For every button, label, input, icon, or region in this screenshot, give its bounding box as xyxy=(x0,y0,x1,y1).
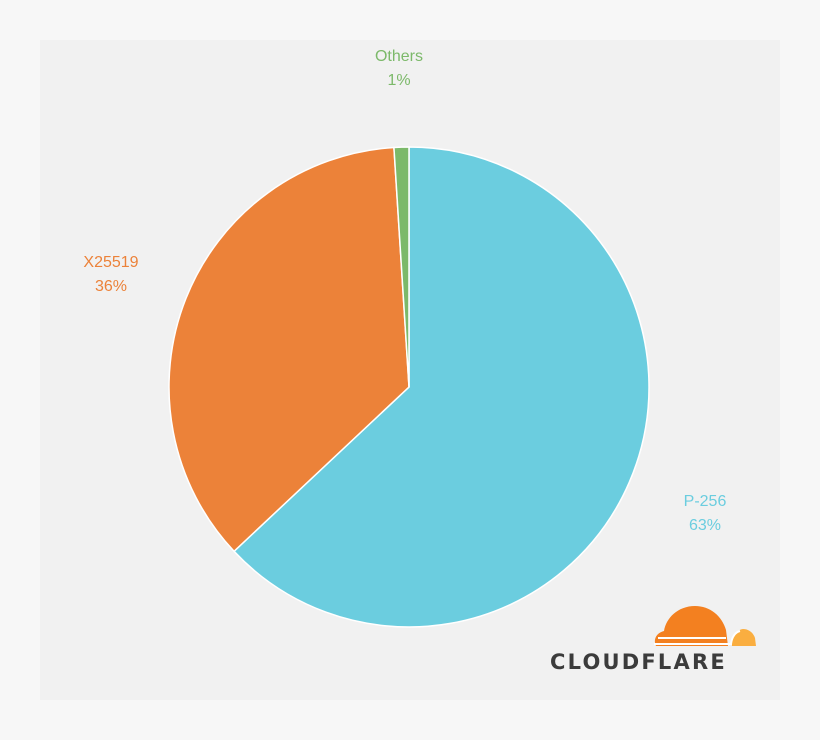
slice-p256 xyxy=(232,146,650,628)
slice-name-p256: P-256 xyxy=(683,493,727,510)
slice-percent-x25519: 36% xyxy=(94,278,128,295)
slice-name-others: Others xyxy=(374,48,423,65)
cloud-icon xyxy=(654,606,756,646)
slice-label-x25519: X25519 36% xyxy=(61,251,161,299)
pie-slices xyxy=(168,146,650,628)
logo-wordmark: CLOUDFLARE xyxy=(550,650,727,674)
cloudflare-logo: CLOUDFLARE xyxy=(550,600,765,680)
slice-name-x25519: X25519 xyxy=(83,254,139,271)
slice-x25519 xyxy=(168,146,410,553)
slice-percent-others: 1% xyxy=(387,72,411,89)
slice-label-others: Others 1% xyxy=(349,45,449,93)
slice-percent-p256: 63% xyxy=(688,517,722,534)
slice-others xyxy=(393,146,410,388)
slice-label-p256: P-256 63% xyxy=(655,490,755,538)
